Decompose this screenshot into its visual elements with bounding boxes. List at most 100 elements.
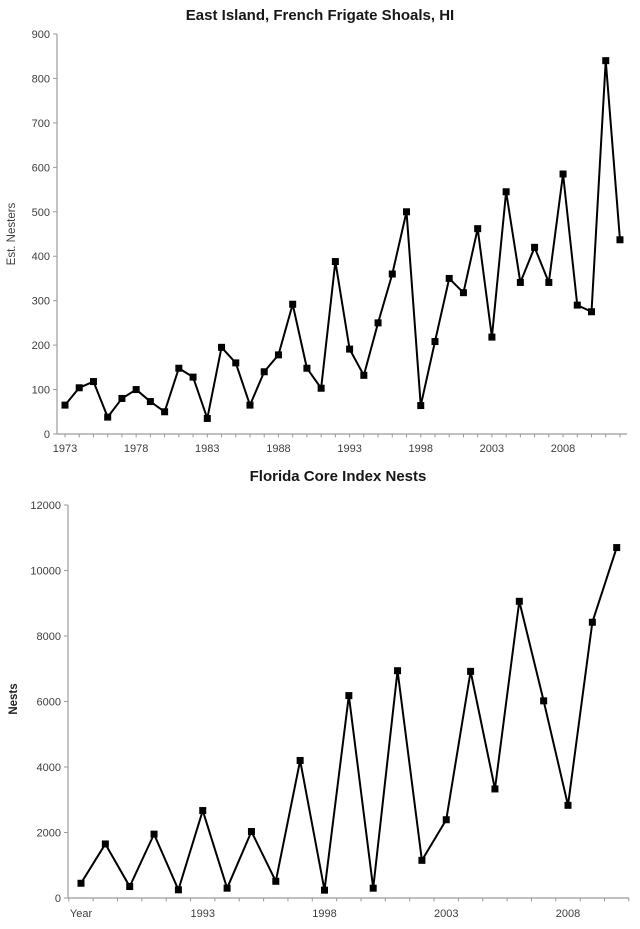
data-point-marker — [459, 289, 467, 297]
line-chart-florida-core-index: 0 2000 4000 6000 8000 10000 12000 Year 1993 1998 2… — [30, 500, 630, 920]
data-point-marker — [502, 188, 510, 196]
y-tick-label: 12000 — [30, 500, 61, 512]
data-point-marker — [403, 208, 411, 216]
y-tick-label: 400 — [32, 251, 50, 263]
y-tick-label: 200 — [32, 340, 50, 352]
data-point-marker — [289, 300, 297, 308]
data-point-marker — [545, 278, 553, 286]
data-point-marker — [274, 351, 282, 359]
y-tick-label: 6000 — [37, 697, 61, 709]
data-point-marker — [146, 398, 154, 406]
data-point-marker — [247, 828, 255, 836]
data-point-marker — [132, 386, 140, 394]
data-point-marker — [360, 371, 368, 379]
data-point-marker — [491, 785, 499, 793]
data-point-marker — [345, 692, 353, 700]
data-point-marker — [75, 384, 83, 392]
data-point-marker — [369, 884, 377, 892]
data-point-marker — [388, 270, 396, 278]
data-point-marker — [174, 886, 182, 894]
data-point-marker — [161, 408, 169, 416]
data-point-marker — [474, 225, 482, 233]
data-point-marker — [232, 359, 240, 367]
x-tick-label: 1993 — [337, 443, 361, 455]
x-tick-label: 2003 — [480, 443, 504, 455]
data-point-marker — [303, 364, 311, 372]
y-tick-label: 0 — [55, 893, 61, 905]
data-point-marker — [588, 308, 596, 316]
data-point-marker — [394, 667, 402, 675]
x-tick-label: 1978 — [124, 443, 148, 455]
data-point-marker — [564, 801, 572, 809]
x-tick-label: 2003 — [434, 908, 458, 920]
x-tick-label: 2008 — [556, 908, 580, 920]
data-point-marker — [260, 368, 268, 376]
data-point-marker — [573, 301, 581, 309]
data-point-marker — [223, 884, 231, 892]
y-tick-label: 0 — [44, 429, 50, 441]
data-point-marker — [246, 401, 254, 409]
data-point-marker — [602, 57, 610, 65]
chart-title-florida-core-index: Florida Core Index Nests — [249, 468, 427, 485]
data-point-marker — [531, 243, 539, 251]
data-point-marker — [442, 816, 450, 824]
data-point-marker — [203, 414, 211, 422]
data-point-marker — [515, 597, 523, 605]
data-point-marker — [175, 364, 183, 372]
data-point-marker — [150, 830, 158, 838]
data-point-marker — [321, 886, 328, 894]
chart-title-east-island: East Island, French Frigate Shoals, HI — [185, 7, 455, 24]
x-tick-label: 1993 — [191, 908, 215, 920]
data-point-marker — [118, 394, 126, 402]
x-tick-label: Year — [70, 908, 93, 920]
data-point-marker — [346, 345, 354, 353]
data-point-marker — [467, 667, 475, 675]
data-point-marker — [559, 170, 567, 178]
line-chart-east-island: 0 100 200 300 400 500 600 700 800 900 1973 1978 1983… — [32, 29, 627, 455]
x-tick-label: 2008 — [551, 443, 575, 455]
data-point-marker — [189, 373, 197, 381]
data-point-marker — [104, 413, 112, 421]
data-point-marker — [431, 338, 439, 346]
y-tick-label: 4000 — [37, 762, 61, 774]
y-tick-label: 700 — [32, 118, 50, 130]
data-point-marker — [540, 697, 548, 705]
x-tick-label: 1998 — [409, 443, 433, 455]
y-tick-label: 8000 — [37, 631, 61, 643]
y-tick-label: 2000 — [37, 828, 61, 840]
x-tick-label: 1998 — [312, 908, 336, 920]
x-tick-label: 1983 — [195, 443, 219, 455]
data-point-marker — [272, 877, 280, 885]
y-tick-label: 300 — [32, 296, 50, 308]
data-point-marker — [89, 378, 97, 386]
data-point-marker — [199, 807, 207, 815]
data-point-marker — [374, 319, 382, 327]
data-point-marker — [218, 343, 226, 351]
data-point-marker — [418, 856, 426, 864]
data-point-marker — [61, 401, 69, 409]
data-point-marker — [445, 274, 453, 282]
y-tick-label: 800 — [32, 73, 50, 85]
data-point-marker — [516, 278, 524, 286]
data-point-marker — [317, 384, 325, 392]
data-point-marker — [331, 258, 339, 266]
data-point-marker — [296, 756, 304, 764]
data-point-marker — [126, 883, 134, 891]
series-line — [64, 59, 621, 420]
data-point-marker — [101, 840, 109, 848]
data-point-marker — [588, 618, 596, 626]
data-point-marker — [488, 333, 496, 341]
data-point-marker — [613, 544, 621, 552]
y-tick-label: 900 — [32, 29, 50, 41]
data-point-marker — [417, 402, 425, 410]
y-tick-label: 500 — [32, 207, 50, 219]
y-tick-label: 600 — [32, 162, 50, 174]
y-tick-label: 10000 — [30, 566, 61, 578]
data-point-marker — [77, 879, 85, 887]
x-tick-label: 1973 — [53, 443, 77, 455]
y-tick-label: 100 — [32, 385, 50, 397]
data-point-marker — [616, 236, 624, 244]
x-tick-label: 1988 — [266, 443, 290, 455]
series-line — [80, 547, 618, 892]
